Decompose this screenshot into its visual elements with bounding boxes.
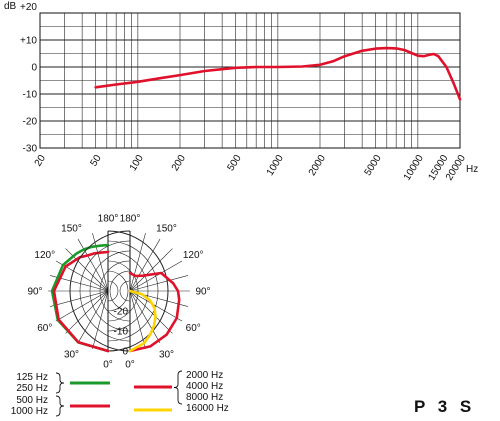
- angle-label: 30°: [159, 350, 174, 361]
- x-tick-label: 100: [128, 153, 146, 173]
- angle-label: 0°: [125, 360, 135, 371]
- y-tick-label: +20: [20, 2, 37, 13]
- polar-spoke: [77, 238, 109, 292]
- legend-text-500-1000: 500 Hz 1000 Hz: [10, 395, 48, 417]
- polar-right-half: [69, 230, 190, 353]
- legend-text-16000: 16000 Hz: [186, 403, 229, 414]
- polar-spoke: [49, 290, 109, 307]
- angle-label: 180°: [120, 214, 141, 225]
- angle-label: 90°: [27, 287, 42, 298]
- angle-label: 120°: [183, 250, 204, 261]
- polar-ring: [99, 260, 131, 322]
- model-name: P 3 S: [414, 397, 476, 416]
- polar-ring: [107, 280, 119, 302]
- angle-label: 150°: [156, 223, 177, 234]
- angle-label: 180°: [98, 214, 119, 225]
- polar-spoke: [129, 275, 189, 292]
- legend-text-2000-8000: 2000 Hz 4000 Hz 8000 Hz: [186, 370, 224, 403]
- polar-spoke: [129, 290, 183, 322]
- angle-label: 30°: [64, 350, 79, 361]
- legend-brace-left-bottom: [55, 395, 65, 417]
- polar-curve-right-1: [128, 289, 157, 353]
- polar-spoke: [129, 260, 183, 292]
- polar-spoke: [129, 248, 173, 292]
- polar-ring: [69, 230, 131, 352]
- x-tick-label: 1000: [265, 153, 286, 178]
- y-axis-label: dB: [4, 1, 17, 12]
- y-tick-label: 0: [31, 63, 37, 74]
- polar-spoke: [77, 290, 109, 344]
- radial-db-label: -20: [114, 307, 129, 318]
- polar-ring: [89, 250, 131, 332]
- polar-spoke: [129, 290, 161, 344]
- polar-ring: [109, 270, 131, 312]
- x-tick-label: 200: [170, 153, 188, 173]
- angle-label: 60°: [186, 323, 201, 334]
- legend-brace-right-top: [173, 370, 183, 405]
- y-tick-label: -20: [23, 117, 38, 128]
- polar-spoke: [129, 238, 161, 292]
- y-tick-label: -30: [23, 144, 38, 155]
- polar-spoke: [65, 290, 109, 334]
- legend-brace-left-top: [55, 372, 65, 394]
- x-tick-label: 10000: [402, 153, 426, 183]
- x-tick-label: 50: [88, 153, 103, 169]
- angle-label: 90°: [195, 287, 210, 298]
- polar-ring: [107, 270, 129, 312]
- angle-label: 0°: [103, 360, 113, 371]
- polar-spoke: [129, 232, 146, 292]
- polar-curve-left-0: [50, 243, 110, 353]
- angle-label: 120°: [34, 250, 55, 261]
- polar-spoke: [129, 290, 173, 334]
- x-tick-label: 500: [226, 153, 244, 173]
- plot-frame: [39, 12, 461, 149]
- legend-text-125-250: 125 Hz 250 Hz: [16, 372, 48, 394]
- radial-db-label: 0: [122, 347, 128, 358]
- x-tick-label: 5000: [363, 153, 384, 178]
- y-tick-label: -10: [23, 90, 38, 101]
- response-curve-0: [94, 46, 462, 101]
- polar-ring: [119, 280, 131, 302]
- x-tick-label: 2000: [307, 153, 328, 178]
- polar-spoke: [129, 290, 146, 350]
- polar-ring: [79, 240, 131, 342]
- x-axis-label: Hz: [466, 164, 478, 175]
- angle-label: 150°: [61, 223, 82, 234]
- polar-curve-right-0: [128, 271, 181, 353]
- y-tick-label: +10: [20, 36, 37, 47]
- x-tick-label: 20: [33, 153, 48, 169]
- radial-db-label: -10: [114, 327, 129, 338]
- angle-label: 60°: [37, 323, 52, 334]
